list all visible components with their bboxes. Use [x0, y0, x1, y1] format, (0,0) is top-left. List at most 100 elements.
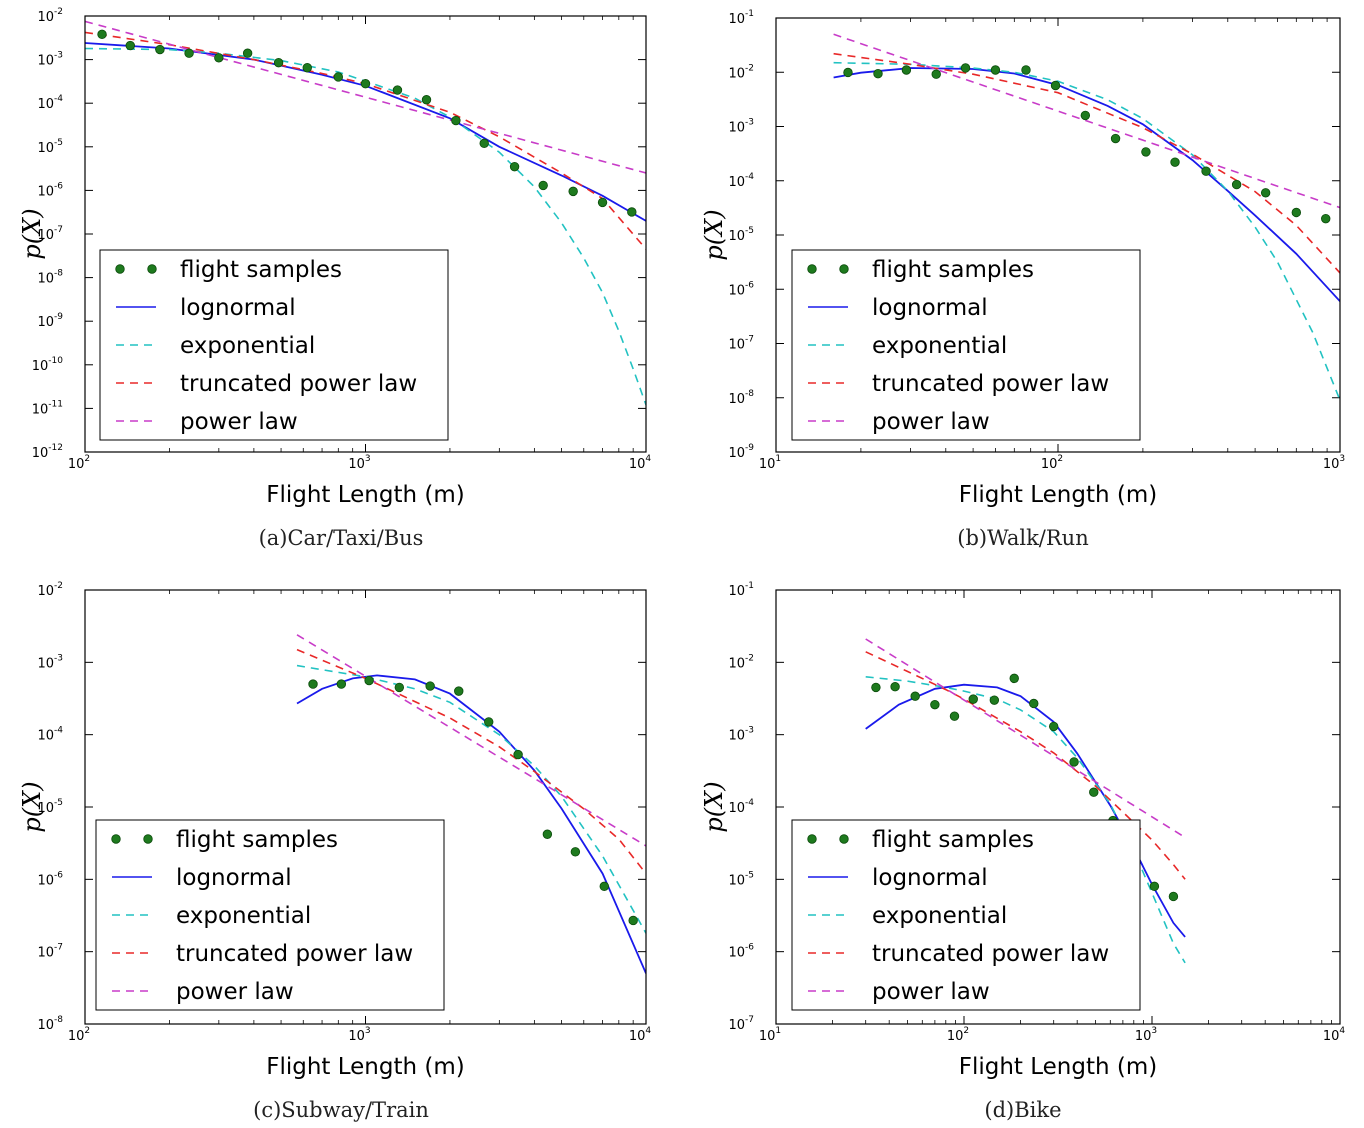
data-point — [1110, 133, 1121, 144]
legend-label: truncated power law — [872, 371, 1109, 397]
data-point — [242, 48, 253, 58]
x-tick-label: 102 — [947, 1026, 969, 1044]
legend-label: power law — [872, 409, 990, 435]
data-point — [336, 679, 347, 689]
data-point — [890, 682, 900, 692]
data-point — [1231, 179, 1242, 190]
minor-ticks — [860, 18, 1328, 452]
chart-svg-c: 102 103 104 10-2 10-3 10-4 10-5 10-6 10-7 10-8 fli… — [18, 581, 652, 1080]
data-point — [627, 207, 637, 217]
x-tick-label: 103 — [348, 1026, 370, 1044]
y-tick-label: 10-5 — [728, 226, 754, 244]
legend-label: flight samples — [872, 257, 1034, 283]
data-point — [1080, 110, 1091, 121]
legend: flight samples lognormal exponential trunca… — [95, 819, 445, 1011]
y-tick-label: 10-2 — [37, 581, 63, 599]
data-point — [873, 69, 883, 79]
data-point — [302, 63, 312, 73]
legend-label: truncated power law — [180, 371, 417, 397]
legend-label: lognormal — [180, 295, 296, 321]
plot-frame — [84, 589, 647, 1025]
data-point — [1321, 213, 1331, 224]
legend-marker — [839, 264, 849, 274]
data-point — [184, 48, 194, 58]
legend: flight samples lognormal exponential trunca… — [791, 249, 1141, 441]
legend-marker — [839, 834, 849, 844]
legend-marker — [143, 834, 153, 844]
x-axis-title: Flight Length (m) — [959, 1054, 1158, 1080]
y-tick-label: 10-11 — [32, 399, 63, 417]
data-point — [871, 682, 881, 693]
legend-label: flight samples — [176, 827, 338, 853]
y-tick-label: 10-1 — [728, 581, 754, 599]
chart-panel-c: 102 103 104 10-2 10-3 10-4 10-5 10-6 10-7 10-8 fli… — [0, 564, 682, 1128]
data-point — [125, 40, 135, 51]
series-line-power-law — [85, 20, 646, 174]
series-line-exponential — [85, 47, 646, 406]
x-tick-label: 103 — [1135, 1026, 1157, 1044]
x-tick-label: 103 — [1323, 454, 1345, 472]
data-point — [1009, 673, 1019, 684]
minor-ticks — [169, 16, 634, 452]
y-tick-label: 10-3 — [37, 51, 63, 69]
data-point — [1170, 157, 1180, 167]
y-tick-label: 10-6 — [37, 870, 63, 888]
y-tick-label: 10-12 — [32, 443, 63, 461]
legend-label: lognormal — [176, 865, 292, 891]
data-point — [394, 682, 405, 693]
chart-svg-d: 101 102 103 104 10-1 10-2 10-3 10-4 10-5 10-6 10-7… — [700, 581, 1346, 1080]
y-tick-label: 10-3 — [728, 118, 754, 136]
x-tick-label: 101 — [759, 454, 781, 472]
data-point — [1291, 207, 1302, 218]
data-point — [392, 85, 403, 95]
data-point — [1089, 787, 1099, 797]
data-point — [930, 699, 940, 710]
series-line-truncated-power-law — [85, 31, 646, 250]
series-line-power-law — [865, 638, 1186, 839]
x-tick-label: 102 — [1041, 454, 1063, 472]
data-point — [568, 186, 578, 197]
data-point — [1149, 881, 1160, 892]
legend-box — [791, 819, 1141, 1011]
plot-frame — [775, 17, 1341, 453]
y-tick-label: 10-6 — [728, 280, 754, 298]
series-line-power-law — [296, 634, 646, 847]
series-line-power-law — [833, 33, 1340, 209]
data-point — [513, 749, 523, 760]
y-tick-label: 10-9 — [728, 443, 754, 461]
caption-c: (c)Subway/Train — [253, 1098, 429, 1122]
chart-panel-a: 102 103 104 10-2 10-3 10-4 10-5 10-6 10-7 10-8 10-… — [0, 0, 682, 564]
legend-marker — [807, 834, 817, 844]
legend-label: exponential — [872, 333, 1007, 359]
caption-d: (d)Bike — [984, 1098, 1062, 1122]
data-point — [1021, 65, 1031, 75]
y-tick-label: 10-7 — [37, 943, 63, 961]
x-tick-label: 104 — [629, 1026, 652, 1044]
y-tick-label: 10-3 — [728, 726, 754, 744]
y-tick-label: 10-4 — [37, 726, 63, 744]
legend: flight samples lognormal exponential trunca… — [99, 249, 449, 441]
data-point — [597, 197, 608, 208]
data-point — [968, 694, 978, 704]
y-tick-label: 10-4 — [728, 798, 754, 816]
series-flight-samples — [97, 29, 637, 217]
x-tick-label: 104 — [1323, 1026, 1346, 1044]
y-tick-label: 10-5 — [728, 870, 754, 888]
legend-label: power law — [180, 409, 298, 435]
data-point — [1050, 80, 1061, 91]
data-point — [901, 65, 912, 75]
legend-label: lognormal — [872, 295, 988, 321]
y-tick-label: 10-5 — [37, 138, 63, 156]
legend-marker — [807, 264, 817, 274]
plot-frame — [84, 15, 647, 453]
legend-label: flight samples — [872, 827, 1034, 853]
y-tick-label: 10-5 — [37, 798, 63, 816]
y-tick-label: 10-2 — [728, 63, 754, 81]
data-point — [910, 691, 920, 701]
series-line-exponential — [296, 664, 646, 934]
series-flight-samples — [308, 675, 638, 926]
data-point — [425, 681, 435, 691]
data-point — [308, 679, 318, 689]
legend-label: truncated power law — [176, 941, 413, 967]
y-tick-label: 10-7 — [37, 225, 63, 243]
